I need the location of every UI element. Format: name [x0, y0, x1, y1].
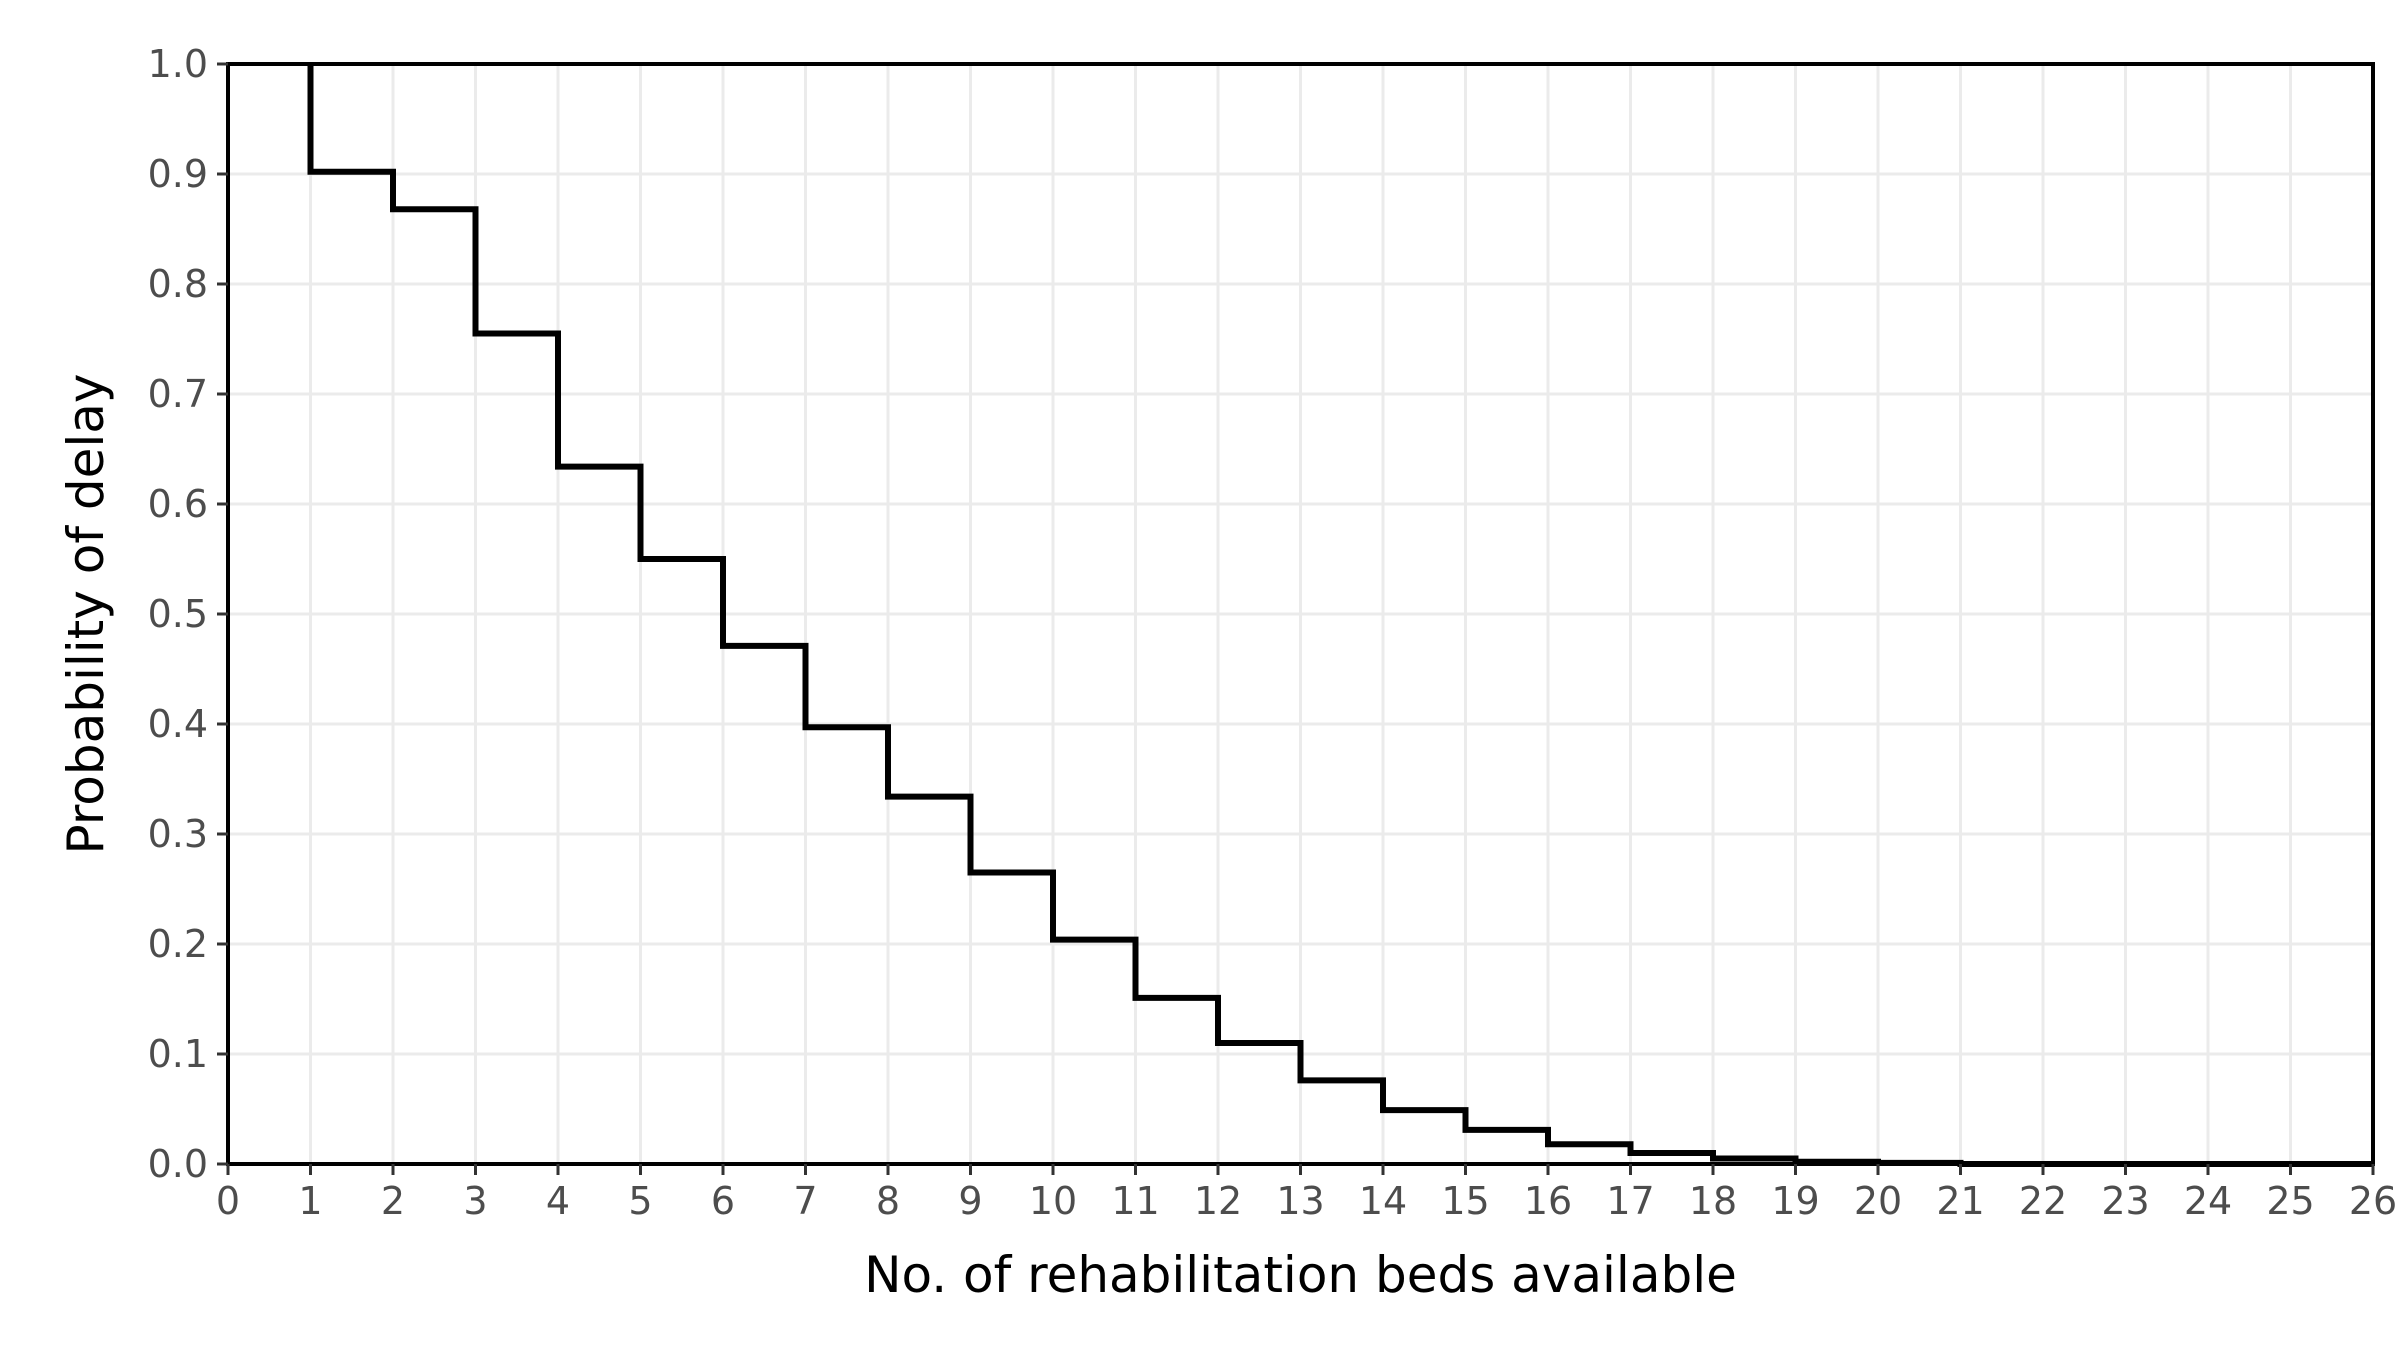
x-tick-label: 7: [793, 1179, 817, 1223]
y-tick-label: 0.0: [148, 1142, 208, 1186]
x-tick-label: 4: [546, 1179, 570, 1223]
x-tick-label: 26: [2349, 1179, 2397, 1223]
y-tick-label: 0.2: [148, 922, 208, 966]
x-tick-label: 14: [1359, 1179, 1407, 1223]
x-tick-label: 2: [381, 1179, 405, 1223]
y-tick-label: 0.5: [148, 592, 208, 636]
y-axis: 0.0 0.1 0.2 0.3 0.4 0.5 0.6 0.7 0.8 0.9 1.0: [148, 42, 228, 1186]
x-tick-label: 11: [1111, 1179, 1159, 1223]
x-tick-label: 23: [2101, 1179, 2149, 1223]
x-tick-label: 16: [1524, 1179, 1572, 1223]
x-tick-label: 20: [1854, 1179, 1902, 1223]
y-tick-label: 0.6: [148, 482, 208, 526]
x-tick-label: 9: [958, 1179, 982, 1223]
y-tick-label: 0.8: [148, 262, 208, 306]
x-tick-label: 3: [463, 1179, 487, 1223]
x-tick-label: 15: [1441, 1179, 1489, 1223]
x-tick-label: 10: [1029, 1179, 1077, 1223]
x-tick-label: 24: [2184, 1179, 2232, 1223]
x-tick-label: 25: [2266, 1179, 2314, 1223]
y-tick-label: 1.0: [148, 42, 208, 86]
x-tick-label: 18: [1689, 1179, 1737, 1223]
x-tick-label: 8: [876, 1179, 900, 1223]
x-tick-label: 5: [628, 1179, 652, 1223]
y-tick-label: 0.1: [148, 1032, 208, 1076]
x-tick-label: 0: [216, 1179, 240, 1223]
x-tick-label: 6: [711, 1179, 735, 1223]
x-tick-label: 17: [1606, 1179, 1654, 1223]
x-tick-label: 13: [1276, 1179, 1324, 1223]
x-tick-label: 1: [298, 1179, 322, 1223]
x-tick-label: 19: [1771, 1179, 1819, 1223]
y-axis-title: Probability of delay: [57, 374, 115, 855]
x-axis-title: No. of rehabilitation beds available: [864, 1246, 1737, 1304]
y-tick-label: 0.9: [148, 152, 208, 196]
x-axis: 0 1 2 3 4 5 6 7 8 9 10 11 12 13 14 15 16 17 18 19 20 21 22 23 24…: [216, 1164, 2397, 1223]
x-tick-label: 22: [2019, 1179, 2067, 1223]
x-tick-label: 12: [1194, 1179, 1242, 1223]
y-tick-label: 0.7: [148, 372, 208, 416]
grid: [226, 62, 2375, 1166]
x-tick-label: 21: [1936, 1179, 1984, 1223]
y-tick-label: 0.4: [148, 702, 208, 746]
y-tick-label: 0.3: [148, 812, 208, 856]
